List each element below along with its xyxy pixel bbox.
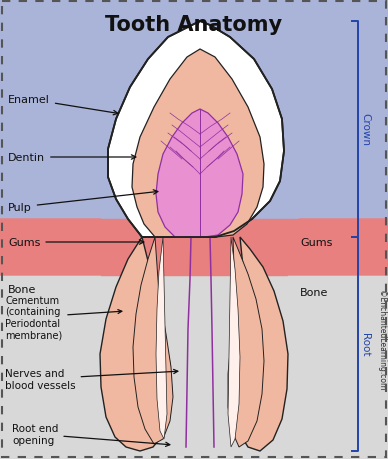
Polygon shape: [0, 257, 388, 459]
Polygon shape: [228, 237, 264, 447]
Polygon shape: [132, 50, 264, 237]
Polygon shape: [0, 219, 388, 275]
Polygon shape: [205, 219, 388, 275]
Text: ©EnchantedLearning.com: ©EnchantedLearning.com: [378, 289, 386, 389]
Polygon shape: [108, 22, 284, 237]
Text: Cementum
(containing
Periodontal
membrane): Cementum (containing Periodontal membran…: [5, 295, 122, 340]
Polygon shape: [228, 237, 240, 447]
Polygon shape: [156, 237, 167, 439]
Text: Gums: Gums: [300, 237, 333, 247]
Text: Enamel: Enamel: [8, 95, 118, 116]
Polygon shape: [0, 219, 185, 275]
Text: Root: Root: [360, 332, 370, 356]
Polygon shape: [233, 237, 288, 451]
Text: Gums: Gums: [8, 237, 144, 247]
Text: Bone: Bone: [300, 287, 328, 297]
Text: Pulp: Pulp: [8, 190, 158, 213]
Polygon shape: [0, 275, 100, 459]
Polygon shape: [133, 237, 173, 444]
Text: Dentin: Dentin: [8, 153, 136, 162]
Text: Crown: Crown: [360, 113, 370, 146]
Text: Nerves and
blood vessels: Nerves and blood vessels: [5, 369, 178, 390]
Polygon shape: [288, 275, 388, 459]
Text: Bone: Bone: [8, 285, 36, 294]
Text: Root end
opening: Root end opening: [12, 423, 170, 447]
Polygon shape: [156, 110, 243, 237]
Text: Tooth Anatomy: Tooth Anatomy: [106, 15, 282, 35]
Polygon shape: [100, 237, 172, 451]
